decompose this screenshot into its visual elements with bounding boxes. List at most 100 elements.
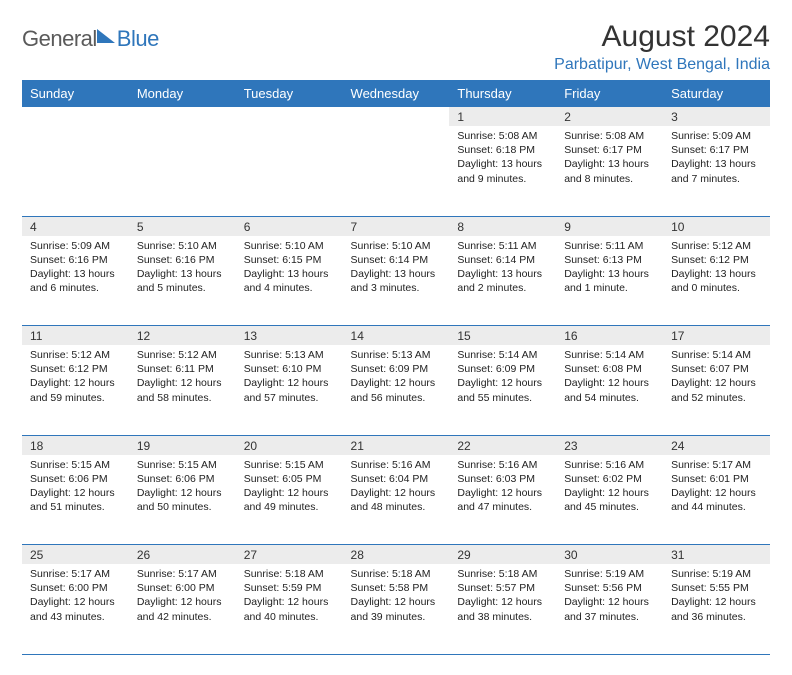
day-cell: Sunrise: 5:08 AMSunset: 6:17 PMDaylight:… [556, 126, 663, 216]
day-number: 15 [449, 326, 556, 346]
day-cell: Sunrise: 5:17 AMSunset: 6:00 PMDaylight:… [129, 564, 236, 654]
day-cell: Sunrise: 5:14 AMSunset: 6:08 PMDaylight:… [556, 345, 663, 435]
week-row: Sunrise: 5:08 AMSunset: 6:18 PMDaylight:… [22, 126, 770, 216]
day-number: 10 [663, 216, 770, 236]
day-number: 28 [343, 545, 450, 565]
day-cell: Sunrise: 5:19 AMSunset: 5:56 PMDaylight:… [556, 564, 663, 654]
month-title: August 2024 [554, 20, 770, 54]
header: General Blue August 2024 Parbatipur, Wes… [22, 20, 770, 74]
day-cell-body: Sunrise: 5:14 AMSunset: 6:09 PMDaylight:… [449, 345, 556, 411]
day-number: 31 [663, 545, 770, 565]
title-block: August 2024 Parbatipur, West Bengal, Ind… [554, 20, 770, 74]
day-cell-body: Sunrise: 5:14 AMSunset: 6:08 PMDaylight:… [556, 345, 663, 411]
day-cell-body: Sunrise: 5:15 AMSunset: 6:05 PMDaylight:… [236, 455, 343, 521]
day-cell-body: Sunrise: 5:18 AMSunset: 5:58 PMDaylight:… [343, 564, 450, 630]
day-cell: Sunrise: 5:11 AMSunset: 6:14 PMDaylight:… [449, 236, 556, 326]
day-cell: Sunrise: 5:19 AMSunset: 5:55 PMDaylight:… [663, 564, 770, 654]
day-cell-body: Sunrise: 5:16 AMSunset: 6:04 PMDaylight:… [343, 455, 450, 521]
day-cell: Sunrise: 5:14 AMSunset: 6:09 PMDaylight:… [449, 345, 556, 435]
week-row: Sunrise: 5:17 AMSunset: 6:00 PMDaylight:… [22, 564, 770, 654]
day-cell: Sunrise: 5:15 AMSunset: 6:06 PMDaylight:… [129, 455, 236, 545]
day-of-week-header: Tuesday [236, 80, 343, 107]
day-cell [236, 126, 343, 216]
day-cell: Sunrise: 5:15 AMSunset: 6:06 PMDaylight:… [22, 455, 129, 545]
day-cell: Sunrise: 5:08 AMSunset: 6:18 PMDaylight:… [449, 126, 556, 216]
day-cell: Sunrise: 5:16 AMSunset: 6:04 PMDaylight:… [343, 455, 450, 545]
day-of-week-header: Saturday [663, 80, 770, 107]
day-number [129, 107, 236, 126]
calendar-page: General Blue August 2024 Parbatipur, Wes… [0, 0, 792, 675]
day-number [22, 107, 129, 126]
day-number: 17 [663, 326, 770, 346]
day-number: 7 [343, 216, 450, 236]
day-cell-body: Sunrise: 5:18 AMSunset: 5:57 PMDaylight:… [449, 564, 556, 630]
day-number: 21 [343, 435, 450, 455]
day-number: 16 [556, 326, 663, 346]
day-number: 24 [663, 435, 770, 455]
day-cell: Sunrise: 5:18 AMSunset: 5:58 PMDaylight:… [343, 564, 450, 654]
day-cell: Sunrise: 5:09 AMSunset: 6:16 PMDaylight:… [22, 236, 129, 326]
calendar-table: SundayMondayTuesdayWednesdayThursdayFrid… [22, 80, 770, 655]
day-cell: Sunrise: 5:18 AMSunset: 5:59 PMDaylight:… [236, 564, 343, 654]
day-cell-body: Sunrise: 5:13 AMSunset: 6:09 PMDaylight:… [343, 345, 450, 411]
calendar-head: SundayMondayTuesdayWednesdayThursdayFrid… [22, 80, 770, 107]
day-cell-body: Sunrise: 5:10 AMSunset: 6:14 PMDaylight:… [343, 236, 450, 302]
day-of-week-header: Sunday [22, 80, 129, 107]
day-cell-body: Sunrise: 5:19 AMSunset: 5:55 PMDaylight:… [663, 564, 770, 630]
day-cell-body: Sunrise: 5:10 AMSunset: 6:16 PMDaylight:… [129, 236, 236, 302]
day-number: 12 [129, 326, 236, 346]
day-cell-body: Sunrise: 5:10 AMSunset: 6:15 PMDaylight:… [236, 236, 343, 302]
day-cell [343, 126, 450, 216]
day-number: 29 [449, 545, 556, 565]
day-cell: Sunrise: 5:11 AMSunset: 6:13 PMDaylight:… [556, 236, 663, 326]
day-number: 26 [129, 545, 236, 565]
day-cell-body: Sunrise: 5:12 AMSunset: 6:12 PMDaylight:… [663, 236, 770, 302]
day-cell-body: Sunrise: 5:17 AMSunset: 6:01 PMDaylight:… [663, 455, 770, 521]
day-cell: Sunrise: 5:10 AMSunset: 6:16 PMDaylight:… [129, 236, 236, 326]
day-number: 30 [556, 545, 663, 565]
day-cell-body: Sunrise: 5:17 AMSunset: 6:00 PMDaylight:… [129, 564, 236, 630]
day-of-week-header: Wednesday [343, 80, 450, 107]
day-number: 9 [556, 216, 663, 236]
day-number: 5 [129, 216, 236, 236]
day-number: 13 [236, 326, 343, 346]
day-cell [129, 126, 236, 216]
day-number [236, 107, 343, 126]
day-cell: Sunrise: 5:15 AMSunset: 6:05 PMDaylight:… [236, 455, 343, 545]
daynum-row: 45678910 [22, 216, 770, 236]
day-of-week-header: Friday [556, 80, 663, 107]
day-cell-body: Sunrise: 5:08 AMSunset: 6:17 PMDaylight:… [556, 126, 663, 192]
day-number: 27 [236, 545, 343, 565]
day-cell-body: Sunrise: 5:12 AMSunset: 6:12 PMDaylight:… [22, 345, 129, 411]
day-cell: Sunrise: 5:10 AMSunset: 6:15 PMDaylight:… [236, 236, 343, 326]
day-number: 3 [663, 107, 770, 126]
day-cell: Sunrise: 5:18 AMSunset: 5:57 PMDaylight:… [449, 564, 556, 654]
day-of-week-row: SundayMondayTuesdayWednesdayThursdayFrid… [22, 80, 770, 107]
day-cell-body: Sunrise: 5:15 AMSunset: 6:06 PMDaylight:… [129, 455, 236, 521]
day-cell-body: Sunrise: 5:11 AMSunset: 6:14 PMDaylight:… [449, 236, 556, 302]
day-cell-body: Sunrise: 5:19 AMSunset: 5:56 PMDaylight:… [556, 564, 663, 630]
logo-text-1: General [22, 26, 97, 52]
day-cell [22, 126, 129, 216]
day-number: 19 [129, 435, 236, 455]
day-cell-body: Sunrise: 5:08 AMSunset: 6:18 PMDaylight:… [449, 126, 556, 192]
day-cell-body: Sunrise: 5:12 AMSunset: 6:11 PMDaylight:… [129, 345, 236, 411]
location: Parbatipur, West Bengal, India [554, 56, 770, 74]
day-cell: Sunrise: 5:16 AMSunset: 6:03 PMDaylight:… [449, 455, 556, 545]
day-number: 18 [22, 435, 129, 455]
day-cell-body: Sunrise: 5:11 AMSunset: 6:13 PMDaylight:… [556, 236, 663, 302]
day-number: 4 [22, 216, 129, 236]
week-row: Sunrise: 5:09 AMSunset: 6:16 PMDaylight:… [22, 236, 770, 326]
day-cell-body: Sunrise: 5:16 AMSunset: 6:03 PMDaylight:… [449, 455, 556, 521]
day-cell-body: Sunrise: 5:18 AMSunset: 5:59 PMDaylight:… [236, 564, 343, 630]
day-number: 23 [556, 435, 663, 455]
day-number [343, 107, 450, 126]
day-cell: Sunrise: 5:16 AMSunset: 6:02 PMDaylight:… [556, 455, 663, 545]
day-number: 14 [343, 326, 450, 346]
day-cell-body: Sunrise: 5:09 AMSunset: 6:17 PMDaylight:… [663, 126, 770, 192]
day-number: 11 [22, 326, 129, 346]
day-number: 2 [556, 107, 663, 126]
day-number: 25 [22, 545, 129, 565]
day-cell: Sunrise: 5:12 AMSunset: 6:11 PMDaylight:… [129, 345, 236, 435]
day-cell-body: Sunrise: 5:15 AMSunset: 6:06 PMDaylight:… [22, 455, 129, 521]
